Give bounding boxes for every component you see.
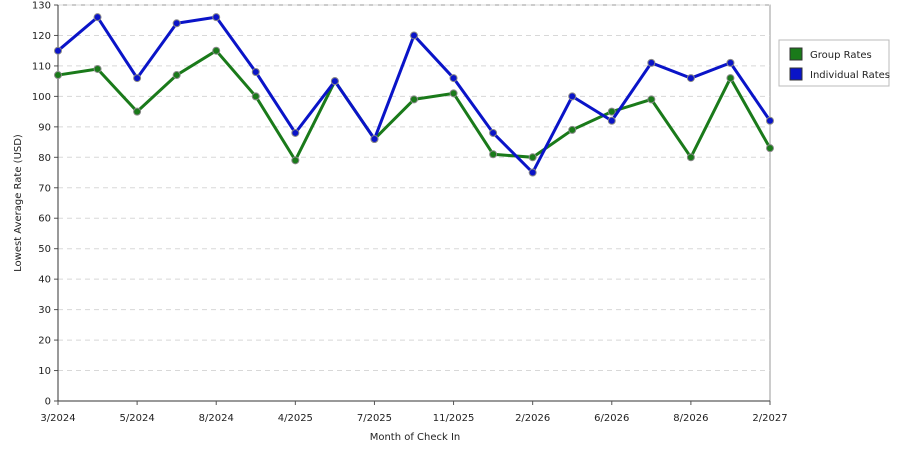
data-point — [291, 128, 300, 137]
y-tick-label: 20 — [38, 336, 51, 347]
y-tick-label: 130 — [32, 1, 51, 12]
data-point — [489, 128, 498, 137]
data-point — [647, 95, 656, 104]
data-point — [54, 46, 62, 55]
data-point — [568, 125, 577, 134]
y-tick-label: 80 — [38, 153, 51, 164]
data-point — [647, 58, 656, 67]
y-tick-label: 50 — [38, 244, 51, 255]
data-point — [528, 168, 537, 177]
data-point — [489, 150, 498, 159]
y-tick-label: 0 — [45, 397, 51, 408]
y-tick-label: 70 — [38, 183, 51, 194]
data-point — [766, 144, 774, 153]
x-tick-label: 2/2026 — [515, 413, 550, 424]
data-point — [330, 77, 339, 86]
x-axis-label: Month of Check In — [370, 432, 461, 443]
x-tick-label: 7/2025 — [357, 413, 392, 424]
legend-swatch — [789, 47, 803, 61]
x-tick-label: 2/2027 — [752, 413, 787, 424]
data-point — [726, 74, 735, 83]
data-point — [212, 13, 221, 22]
legend-label: Group Rates — [810, 50, 872, 61]
data-point — [93, 13, 102, 22]
x-tick-label: 4/2025 — [278, 413, 313, 424]
data-point — [607, 107, 616, 116]
x-tick-label: 8/2026 — [673, 413, 708, 424]
plot-area — [57, 4, 771, 402]
y-tick-label: 60 — [38, 214, 51, 225]
data-point — [686, 153, 695, 162]
data-point — [54, 71, 62, 80]
data-point — [449, 89, 458, 98]
y-tick-label: 40 — [38, 275, 51, 286]
x-tick-label: 5/2024 — [120, 413, 155, 424]
y-tick-label: 10 — [38, 366, 51, 377]
data-point — [172, 19, 181, 28]
data-point — [449, 74, 458, 83]
data-point — [568, 92, 577, 101]
data-point — [607, 116, 616, 125]
data-point — [212, 46, 221, 55]
y-tick-label: 90 — [38, 122, 51, 133]
x-tick-label: 6/2026 — [594, 413, 629, 424]
y-tick-label: 30 — [38, 305, 51, 316]
data-point — [251, 92, 260, 101]
data-point — [410, 31, 418, 40]
legend-label: Individual Rates — [810, 70, 890, 81]
data-point — [766, 116, 774, 125]
y-tick-label: 120 — [32, 31, 51, 42]
data-point — [133, 107, 142, 116]
y-tick-label: 100 — [32, 92, 51, 103]
data-point — [686, 74, 695, 83]
x-tick-label: 3/2024 — [40, 413, 75, 424]
data-point — [291, 156, 300, 165]
data-point — [251, 68, 260, 77]
legend-swatch — [789, 67, 803, 81]
data-point — [93, 64, 102, 73]
data-point — [370, 135, 379, 144]
data-point — [528, 153, 537, 162]
y-axis-label: Lowest Average Rate (USD) — [13, 134, 24, 272]
data-point — [726, 58, 735, 67]
x-tick-label: 11/2025 — [433, 413, 475, 424]
x-tick-label: 8/2024 — [199, 413, 234, 424]
data-point — [133, 74, 142, 83]
data-point — [410, 95, 418, 104]
data-point — [172, 71, 181, 80]
y-tick-label: 110 — [32, 61, 51, 72]
